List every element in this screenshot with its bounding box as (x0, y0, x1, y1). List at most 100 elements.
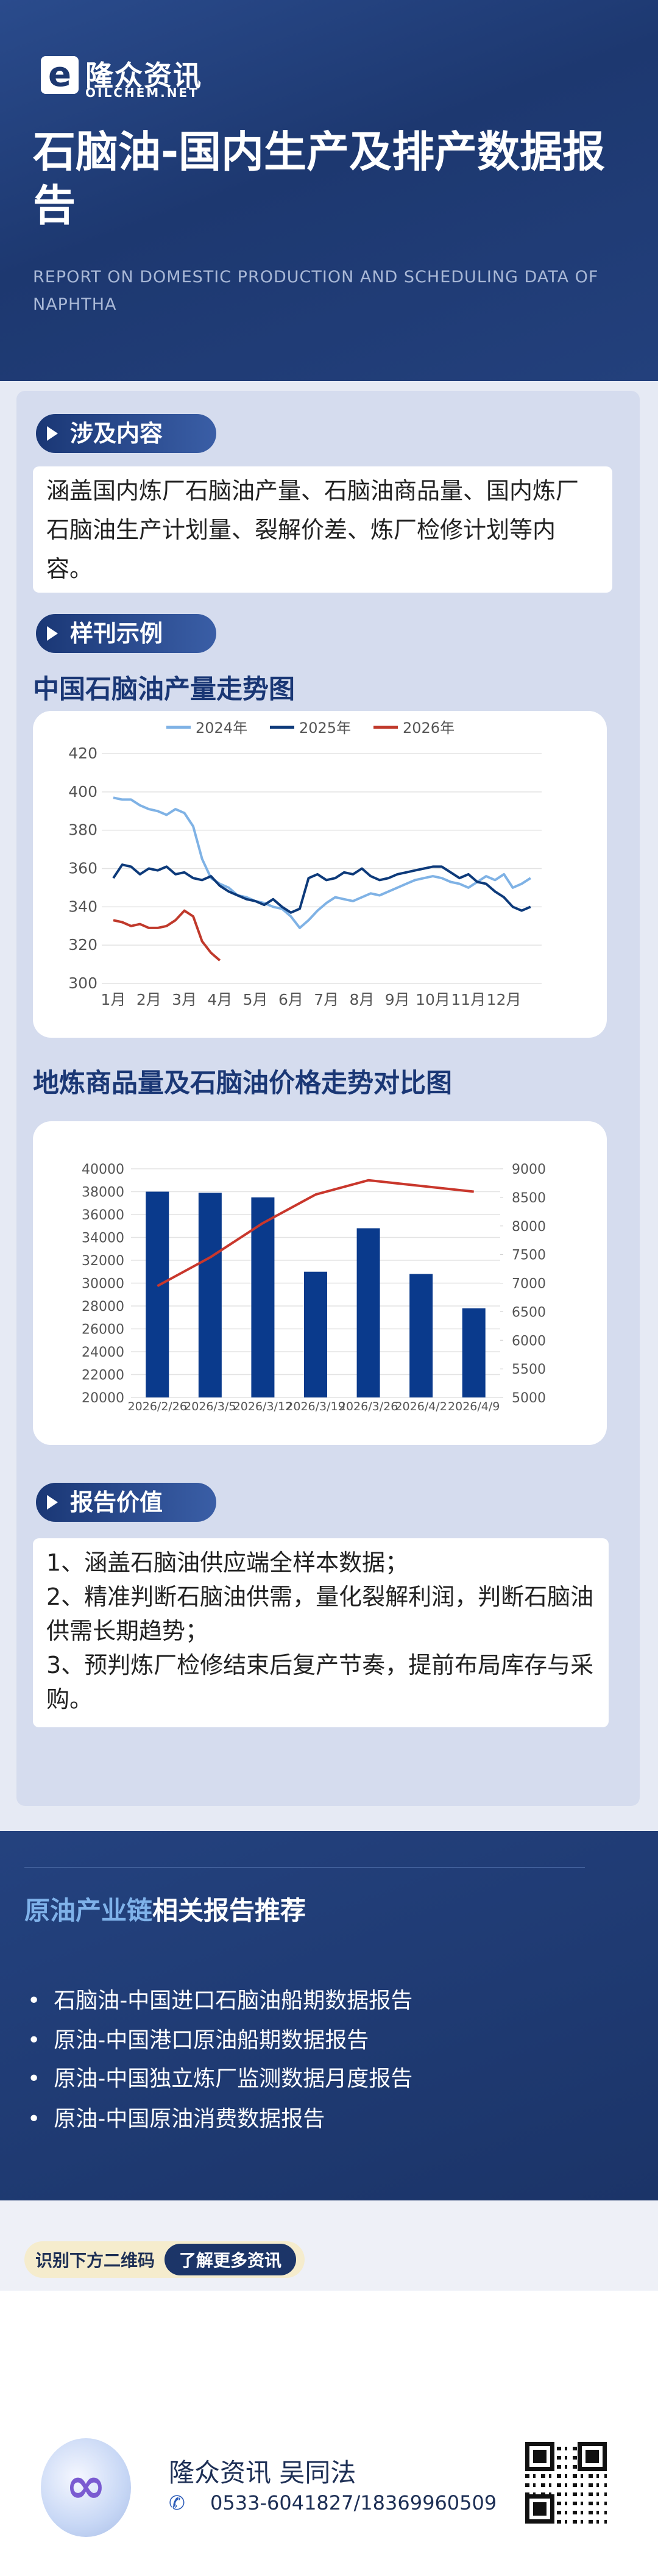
x-tick-label: 2026/2/26 (128, 1400, 187, 1413)
footer-name: 隆众资讯 吴同法 (169, 2458, 356, 2488)
qr-finder (578, 2442, 607, 2471)
bar (198, 1193, 222, 1397)
y-tick-label: 28000 (82, 1299, 124, 1315)
line-series (113, 796, 531, 929)
legend-label: 2026年 (403, 719, 455, 737)
bar (146, 1191, 169, 1397)
chart-title: 中国石脑油产量走势图 (33, 674, 295, 705)
x-tick-label: 7月 (314, 991, 339, 1008)
scope-text: 涵盖国内炼厂石脑油产量、石脑油商品量、国内炼厂石脑油生产计划量、裂解价差、炼厂检… (33, 466, 612, 593)
qr-code (525, 2442, 607, 2524)
footer-logo-mark: ∞ (65, 2457, 107, 2514)
header (0, 0, 658, 381)
section-heading: 样刊示例 (36, 614, 216, 653)
x-tick-label: 2026/4/2 (395, 1400, 447, 1413)
x-tick-label: 2026/3/26 (339, 1400, 398, 1413)
x-tick-label: 4月 (207, 991, 232, 1008)
y-tick-label: 36000 (82, 1208, 124, 1223)
x-tick-label: 11月 (451, 991, 486, 1008)
y-tick-label: 32000 (82, 1254, 124, 1269)
x-tick-label: 8月 (350, 991, 375, 1008)
title: 石脑油-国内生产及排产数据报告 (33, 127, 606, 230)
y2-tick-label: 7000 (512, 1277, 546, 1292)
y-tick-label: 340 (68, 897, 97, 915)
recommend-title-highlight: 原油产业链 (24, 1896, 153, 1925)
value-item: 3、预判炼厂检修结束后复产节奏，提前布局库存与采购。 (46, 1652, 594, 1713)
recommend-item: 原油-中国原油消费数据报告 (27, 2101, 325, 2133)
y-tick-label: 34000 (82, 1231, 124, 1246)
x-tick-label: 3月 (172, 991, 197, 1008)
cta: 识别下方二维码 了解更多资讯 (24, 2241, 305, 2278)
y-tick-label: 300 (68, 974, 97, 992)
x-tick-label: 2026/3/12 (233, 1400, 292, 1413)
chart-card: 300 320 340 360 380 400 420 1月 2月 3月 4月 5月 6月 7月 8月 9月 1… (33, 711, 607, 1038)
y2-tick-label: 6500 (512, 1305, 546, 1320)
line-series (112, 863, 531, 914)
logo-name: 隆众资讯 (85, 59, 202, 92)
y2-tick-label: 5000 (512, 1391, 546, 1406)
chart: 300 320 340 360 380 400 420 1月 2月 3月 4月 5月 6月 7月 8月 9月 1… (68, 719, 542, 1008)
y2-tick-label: 9000 (512, 1162, 546, 1177)
recommend-item: 原油-中国独立炼厂监测数据月度报告 (27, 2061, 412, 2093)
y-tick-label: 380 (68, 821, 97, 839)
y-tick-label: 22000 (82, 1368, 124, 1383)
y-tick-label: 40000 (82, 1162, 124, 1177)
x-tick-label: 2026/3/5 (184, 1400, 236, 1413)
legend-label: 2025年 (299, 719, 351, 737)
phone-icon: ✆ (169, 2491, 185, 2514)
chart-title: 地炼商品量及石脑油价格走势对比图 (33, 1068, 452, 1099)
y2-tick-label: 5500 (512, 1362, 546, 1377)
section-heading: 报告价值 (36, 1483, 216, 1522)
x-tick-label: 12月 (487, 991, 522, 1008)
footer-logo (41, 2438, 131, 2537)
y-tick-label: 360 (68, 860, 97, 877)
y2-tick-label: 8500 (512, 1191, 546, 1206)
section-heading: 涉及内容 (36, 414, 216, 453)
bar (251, 1197, 275, 1397)
cta-label: 识别下方二维码 (35, 2250, 155, 2271)
x-tick-label: 9月 (385, 991, 410, 1008)
y-tick-label: 320 (68, 936, 97, 954)
y-tick-label: 20000 (82, 1391, 124, 1406)
x-tick-label: 2026/4/9 (448, 1400, 500, 1413)
y2-tick-label: 8000 (512, 1219, 546, 1235)
y-tick-label: 26000 (82, 1322, 124, 1338)
x-tick-label: 6月 (278, 991, 303, 1008)
y2-tick-label: 7500 (512, 1248, 546, 1263)
bar (356, 1228, 380, 1397)
bar (462, 1308, 486, 1397)
recommend-title-rest: 相关报告推荐 (152, 1896, 306, 1925)
bar (409, 1274, 433, 1397)
recommend-item: 原油-中国港口原油船期数据报告 (27, 2022, 369, 2054)
subtitle: REPORT ON DOMESTIC PRODUCTION AND SCHEDU… (33, 268, 599, 314)
value-item: 1、涵盖石脑油供应端全样本数据； (46, 1549, 409, 1576)
qr-finder (525, 2442, 554, 2471)
y-tick-label: 38000 (82, 1185, 124, 1201)
divider (24, 1867, 585, 1868)
line-series (157, 1179, 474, 1287)
footer-phone: 0533-6041827/18369960509 (210, 2491, 497, 2514)
chart: 20000 22000 24000 26000 28000 30000 32000 34000… (82, 1162, 546, 1413)
y-tick-label: 400 (68, 783, 97, 801)
recommend-title: 原油产业链相关报告推荐 (24, 1890, 306, 1927)
bar (304, 1271, 327, 1397)
x-tick-label: 2月 (136, 991, 161, 1008)
y-tick-label: 30000 (82, 1277, 124, 1292)
x-tick-label: 2026/3/19 (286, 1400, 345, 1413)
x-tick-label: 5月 (243, 991, 268, 1008)
y-tick-label: 420 (68, 744, 97, 762)
qr-finder (525, 2494, 554, 2524)
x-tick-label: 1月 (101, 991, 126, 1008)
recommend-section (0, 1831, 658, 2200)
recommend-item: 石脑油-中国进口石脑油船期数据报告 (27, 1983, 412, 2014)
x-tick-label: 10月 (416, 991, 450, 1008)
y-tick-label: 24000 (82, 1345, 124, 1360)
value-box: 1、涵盖石脑油供应端全样本数据； 2、精准判断石脑油供需，量化裂解利润，判断石脑… (33, 1538, 609, 1727)
legend-label: 2024年 (196, 719, 247, 737)
value-item: 2、精准判断石脑油供需，量化裂解利润，判断石脑油供需长期趋势； (46, 1583, 594, 1644)
chart-card: 20000 22000 24000 26000 28000 30000 32000 34000… (33, 1121, 607, 1445)
y2-tick-label: 6000 (512, 1333, 546, 1349)
cta-button: 了解更多资讯 (164, 2244, 297, 2275)
logo-mark: e (41, 56, 79, 94)
